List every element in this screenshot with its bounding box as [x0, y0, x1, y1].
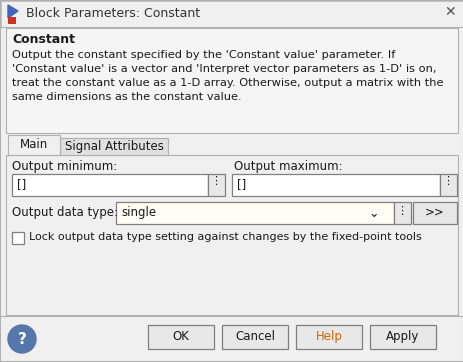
Text: Help: Help: [315, 330, 342, 343]
Text: 'Constant value' is a vector and 'Interpret vector parameters as 1-D' is on,: 'Constant value' is a vector and 'Interp…: [12, 64, 436, 74]
Bar: [412, 202, 456, 224]
Text: ✕: ✕: [443, 5, 455, 19]
Text: Output the constant specified by the 'Constant value' parameter. If: Output the constant specified by the 'Co…: [12, 50, 394, 60]
Bar: [439, 174, 456, 196]
Bar: [221, 325, 288, 349]
Bar: [8, 17, 16, 24]
Circle shape: [8, 325, 36, 353]
Bar: [116, 202, 393, 224]
Bar: [12, 174, 207, 196]
Text: Constant: Constant: [12, 33, 75, 46]
Text: []: []: [17, 178, 26, 191]
Bar: [8, 135, 60, 155]
Bar: [60, 138, 168, 155]
Text: Apply: Apply: [386, 330, 419, 343]
Text: Output maximum:: Output maximum:: [233, 160, 342, 173]
Bar: [148, 325, 213, 349]
Bar: [6, 28, 457, 133]
Text: ⋮: ⋮: [210, 176, 221, 186]
Text: treat the constant value as a 1-D array. Otherwise, output a matrix with the: treat the constant value as a 1-D array.…: [12, 78, 443, 88]
Text: Main: Main: [20, 138, 48, 151]
Text: same dimensions as the constant value.: same dimensions as the constant value.: [12, 92, 241, 102]
Bar: [369, 325, 435, 349]
Text: []: []: [237, 178, 246, 191]
Text: Signal Attributes: Signal Attributes: [64, 140, 163, 153]
Bar: [295, 325, 361, 349]
Text: ?: ?: [18, 332, 26, 347]
Bar: [393, 202, 410, 224]
Text: single: single: [121, 206, 156, 219]
Bar: [207, 174, 225, 196]
Bar: [1, 1, 462, 27]
Polygon shape: [8, 5, 18, 18]
Bar: [232, 174, 439, 196]
Text: ⋮: ⋮: [395, 206, 407, 216]
Text: Block Parameters: Constant: Block Parameters: Constant: [26, 7, 200, 20]
Text: OK: OK: [172, 330, 189, 343]
Text: Lock output data type setting against changes by the fixed-point tools: Lock output data type setting against ch…: [29, 232, 421, 242]
Text: Output data type:: Output data type:: [12, 206, 118, 219]
Text: Cancel: Cancel: [234, 330, 275, 343]
Bar: [6, 155, 457, 315]
Text: Output minimum:: Output minimum:: [12, 160, 117, 173]
Text: ⋮: ⋮: [442, 176, 453, 186]
Text: ⌄: ⌄: [368, 207, 378, 220]
Bar: [12, 232, 24, 244]
Text: >>: >>: [424, 206, 444, 219]
